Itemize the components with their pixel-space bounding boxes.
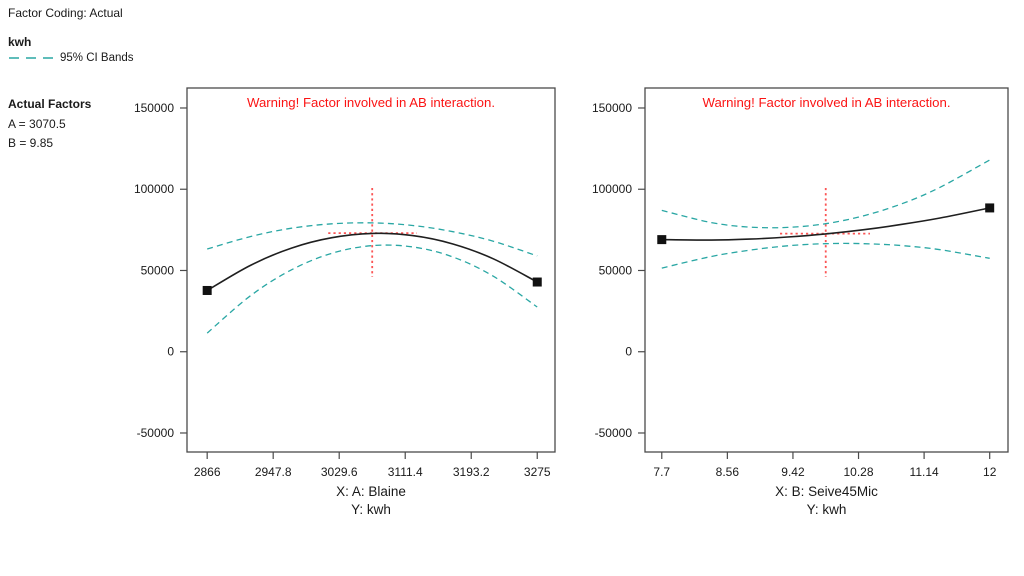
ci-band-dash-icon bbox=[9, 57, 53, 59]
one-factor-plot-seive45mic[interactable]: -50000 0 50000 100000 150000 7.7 8.56 9.42 10.28… bbox=[578, 80, 1024, 530]
y-axis-title: Y: kwh bbox=[351, 502, 391, 517]
factor-b-value: B = 9.85 bbox=[8, 136, 54, 150]
chart-svg: -50000 0 50000 100000 150000 7.7 8.56 9.42 10.28… bbox=[592, 87, 1009, 517]
ci-lower-band bbox=[661, 242, 990, 269]
y-tick-label: 0 bbox=[625, 345, 632, 359]
one-factor-plot-blaine[interactable]: -50000 0 50000 100000 150000 2866 2947.8 3029.6… bbox=[120, 80, 570, 530]
design-point-marker bbox=[202, 285, 212, 295]
interaction-warning-text: Warning! Factor involved in AB interacti… bbox=[703, 95, 951, 110]
interaction-warning-text: Warning! Factor involved in AB interacti… bbox=[247, 95, 495, 110]
design-point-marker bbox=[532, 277, 542, 287]
ci-bands-legend-label: 95% CI Bands bbox=[60, 52, 134, 64]
x-tick-label: 11.14 bbox=[910, 465, 939, 479]
x-tick-label: 9.42 bbox=[781, 465, 805, 479]
ci-upper-band bbox=[661, 159, 991, 229]
actual-factors-title: Actual Factors bbox=[8, 97, 92, 111]
mean-response-curve bbox=[206, 232, 538, 292]
design-point-marker bbox=[657, 235, 667, 245]
mean-response-curve bbox=[661, 207, 990, 241]
design-point-marker bbox=[985, 203, 995, 213]
factor-a-value: A = 3070.5 bbox=[8, 117, 66, 131]
x-tick-label: 10.28 bbox=[844, 465, 874, 479]
y-tick-label: 150000 bbox=[134, 101, 174, 115]
x-tick-label: 3275 bbox=[524, 465, 551, 479]
y-tick-label: 50000 bbox=[141, 263, 175, 277]
x-tick-label: 12 bbox=[983, 465, 997, 479]
x-tick-label: 2866 bbox=[194, 465, 221, 479]
x-tick-label: 3193.2 bbox=[453, 465, 490, 479]
y-tick-label: 100000 bbox=[592, 182, 632, 196]
ci-upper-band bbox=[207, 222, 538, 257]
x-tick-label: 3029.6 bbox=[321, 465, 358, 479]
y-tick-label: 50000 bbox=[599, 263, 633, 277]
x-tick-label: 3111.4 bbox=[388, 465, 423, 479]
plot-frame bbox=[644, 87, 1009, 453]
x-tick-label: 8.56 bbox=[716, 465, 740, 479]
x-tick-label: 2947.8 bbox=[255, 465, 292, 479]
response-name-label: kwh bbox=[8, 35, 32, 49]
factor-coding-label: Factor Coding: Actual bbox=[8, 6, 123, 20]
y-tick-label: 150000 bbox=[592, 101, 632, 115]
y-tick-label: 0 bbox=[167, 345, 174, 359]
x-tick-label: 7.7 bbox=[653, 465, 670, 479]
ci-bands-legend: 95% CI Bands bbox=[8, 52, 134, 64]
y-tick-label: -50000 bbox=[595, 426, 633, 440]
y-tick-label: -50000 bbox=[137, 426, 175, 440]
chart-svg: -50000 0 50000 100000 150000 2866 2947.8 3029.6… bbox=[134, 87, 556, 517]
ci-lower-band bbox=[206, 244, 538, 334]
x-axis-title: X: A: Blaine bbox=[336, 484, 406, 499]
y-axis-title: Y: kwh bbox=[807, 502, 847, 517]
x-axis-title: X: B: Seive45Mic bbox=[775, 484, 878, 499]
y-tick-label: 100000 bbox=[134, 182, 174, 196]
